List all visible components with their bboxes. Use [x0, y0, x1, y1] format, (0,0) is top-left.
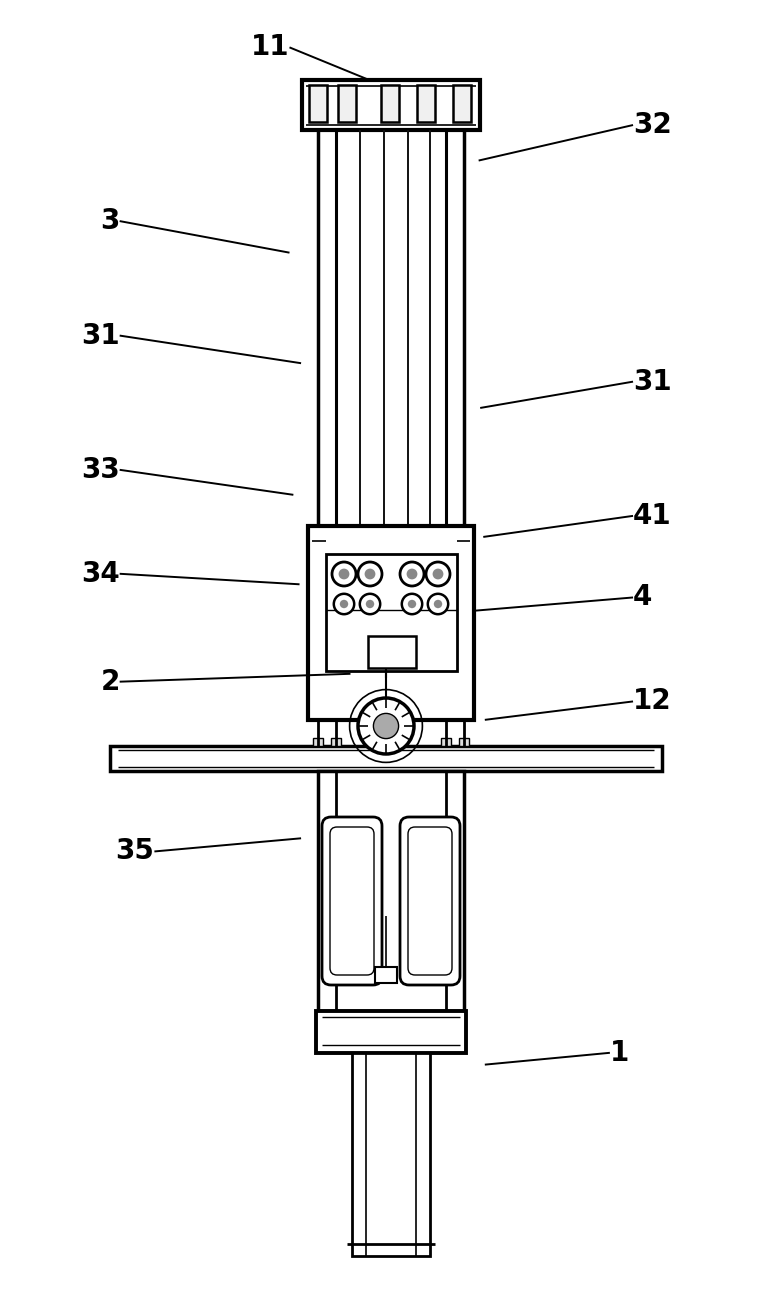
- FancyBboxPatch shape: [400, 817, 460, 984]
- Circle shape: [434, 600, 442, 608]
- Text: 41: 41: [633, 501, 672, 530]
- Bar: [302, 80, 480, 130]
- Text: 31: 31: [81, 321, 120, 350]
- Circle shape: [360, 594, 380, 615]
- FancyBboxPatch shape: [322, 817, 382, 984]
- Text: 34: 34: [81, 559, 120, 588]
- Circle shape: [407, 569, 418, 579]
- Bar: [352, 1053, 430, 1255]
- Circle shape: [374, 713, 398, 738]
- FancyBboxPatch shape: [408, 826, 452, 975]
- Circle shape: [332, 562, 356, 586]
- Circle shape: [432, 569, 443, 579]
- Circle shape: [339, 569, 350, 579]
- Text: 11: 11: [251, 33, 290, 62]
- Bar: [326, 554, 457, 671]
- Bar: [381, 86, 399, 122]
- FancyBboxPatch shape: [330, 826, 374, 975]
- Text: 31: 31: [633, 367, 672, 396]
- Bar: [338, 86, 356, 122]
- Circle shape: [401, 594, 422, 615]
- Bar: [459, 738, 469, 746]
- Circle shape: [334, 594, 354, 615]
- Bar: [331, 738, 341, 746]
- Bar: [318, 771, 464, 1011]
- Text: 12: 12: [633, 687, 672, 716]
- Bar: [453, 86, 471, 122]
- Bar: [309, 86, 327, 122]
- Circle shape: [426, 562, 450, 586]
- Text: 35: 35: [116, 837, 154, 866]
- Bar: [417, 86, 435, 122]
- Text: 1: 1: [610, 1038, 629, 1067]
- Text: 4: 4: [633, 583, 652, 612]
- Circle shape: [428, 594, 449, 615]
- Text: 2: 2: [100, 667, 120, 696]
- Bar: [441, 738, 451, 746]
- Circle shape: [340, 600, 348, 608]
- Circle shape: [366, 600, 374, 608]
- Circle shape: [358, 562, 382, 586]
- Bar: [110, 746, 662, 771]
- Bar: [378, 699, 394, 709]
- Bar: [313, 738, 323, 746]
- Bar: [368, 636, 416, 669]
- Text: 3: 3: [100, 207, 120, 236]
- Circle shape: [364, 569, 375, 579]
- Circle shape: [400, 562, 424, 586]
- Circle shape: [358, 697, 414, 754]
- Text: 32: 32: [633, 111, 672, 139]
- Bar: [316, 1011, 466, 1053]
- Bar: [375, 967, 397, 983]
- Bar: [308, 526, 474, 720]
- Circle shape: [408, 600, 416, 608]
- Text: 33: 33: [81, 455, 120, 484]
